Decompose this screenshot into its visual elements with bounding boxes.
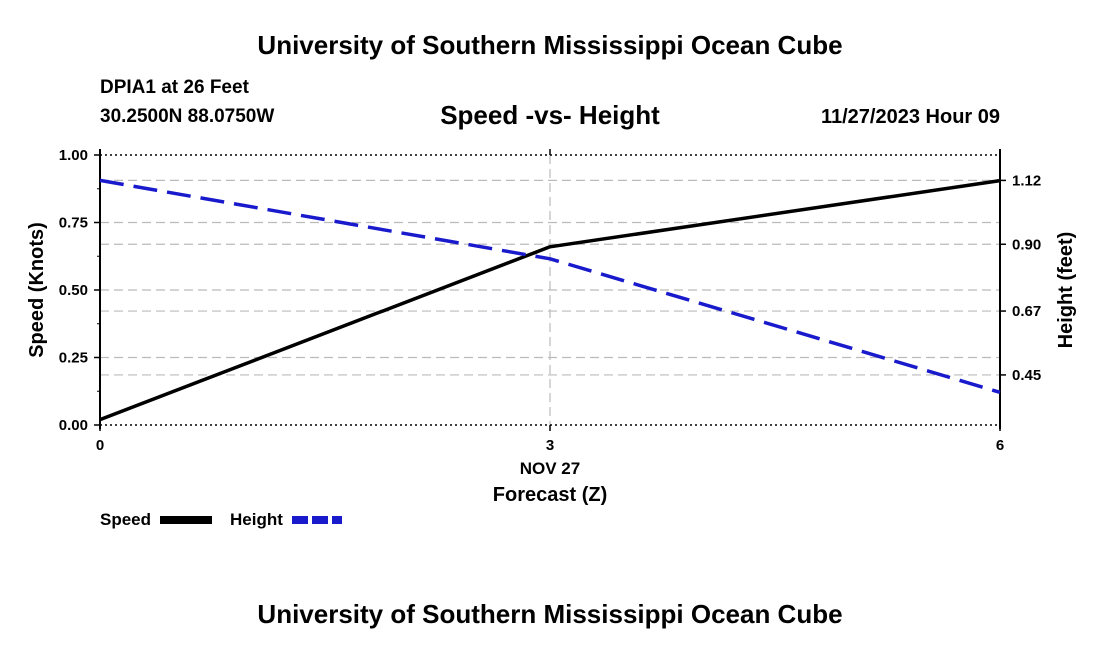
x-date-label: NOV 27 [520, 459, 580, 478]
x-tick-label: 0 [96, 437, 104, 454]
left-tick-label: 1.00 [59, 147, 88, 164]
x-axis-title: Forecast (Z) [493, 484, 607, 506]
right-tick-label: 1.12 [1012, 172, 1041, 189]
x-tick-label: 6 [996, 437, 1004, 454]
forecast-datetime: 11/27/2023 Hour 09 [820, 106, 1000, 128]
speed-series-line [99, 178, 1001, 422]
station-coordinates: 30.2500N 88.0750W [100, 106, 275, 127]
right-tick-label: 0.90 [1012, 236, 1041, 253]
left-tick-label: 0.50 [59, 282, 88, 299]
y-axis-left-title: Speed (Knots) [26, 222, 48, 358]
station-name: DPIA1 at 26 Feet [100, 77, 249, 98]
right-tick-label: 0.67 [1012, 303, 1041, 320]
page-title: University of Southern Mississippi Ocean… [257, 30, 843, 60]
legend-height-label: Height [230, 510, 283, 529]
left-tick-label: 0.75 [59, 215, 88, 232]
y-axis-right-title: Height (feet) [1055, 232, 1077, 349]
footer-title: University of Southern Mississippi Ocean… [257, 599, 843, 629]
chart-title: Speed -vs- Height [440, 100, 660, 130]
x-tick-label: 3 [546, 437, 554, 454]
right-tick-label: 0.45 [1012, 367, 1041, 384]
height-series-line [99, 178, 1001, 395]
legend-speed-label: Speed [100, 510, 152, 529]
left-tick-label: 0.00 [59, 417, 88, 434]
left-tick-label: 0.25 [59, 350, 88, 367]
